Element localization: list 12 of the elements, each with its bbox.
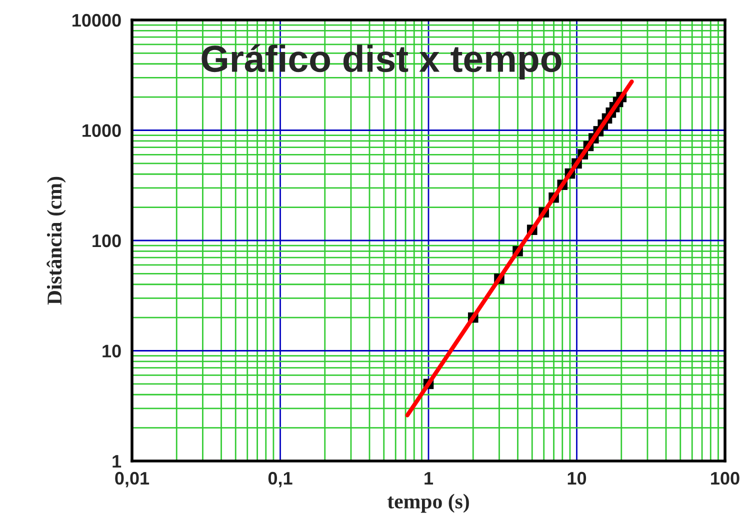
x-tick-label: 100 [711,472,740,485]
y-tick-label: 10000 [72,14,121,27]
y-tick-label: 100 [92,234,121,248]
x-tick-label: 1 [424,472,434,484]
y-tick-label: 10 [102,344,121,358]
x-tick-label: 0,1 [268,472,292,488]
x-tick-label: 10 [568,472,586,485]
y-axis-title: Distância (cm) [46,176,66,305]
x-tick-label: 0,01 [115,472,150,488]
y-tick-label: 1000 [82,124,121,137]
x-axis-title: tempo (s) [387,494,469,513]
y-tick-label: 1 [112,455,122,468]
